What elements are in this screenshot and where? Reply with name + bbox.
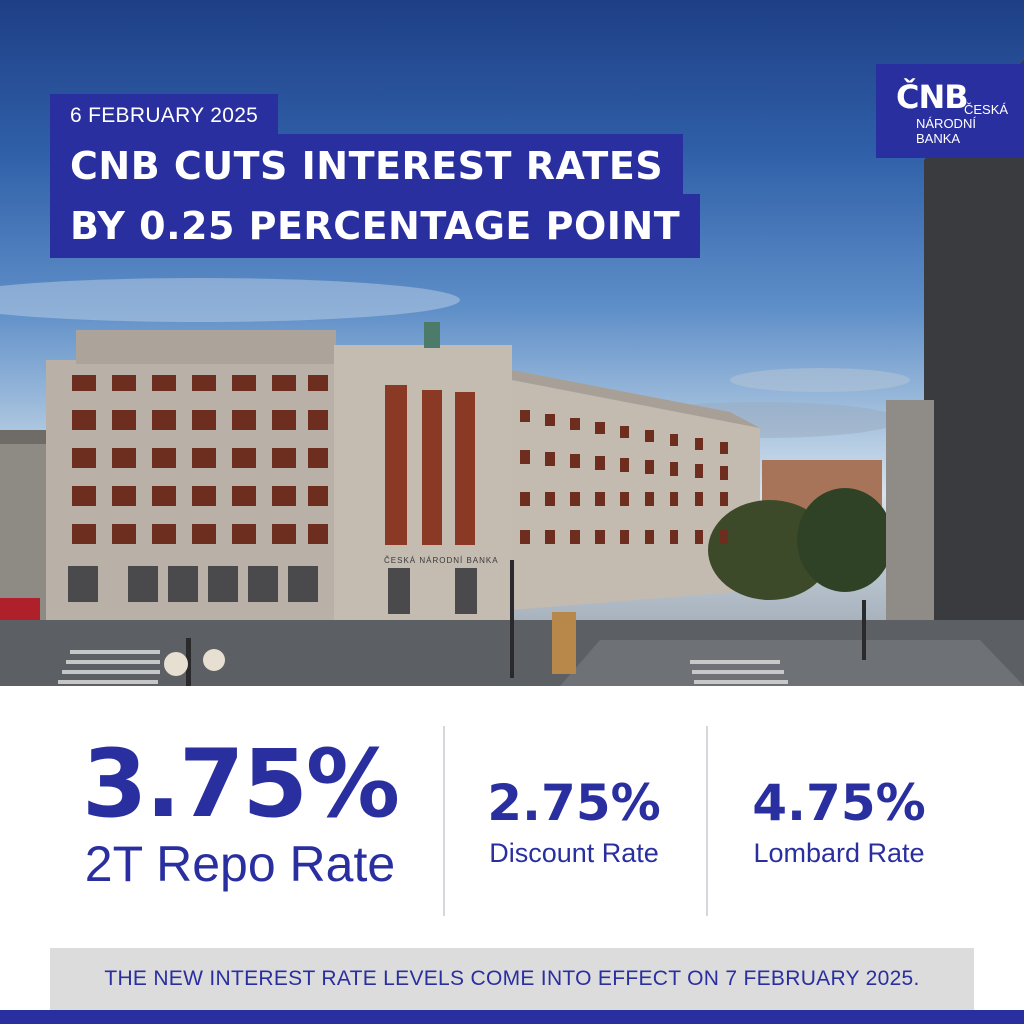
repo-rate-label: 2T Repo Rate [84,836,396,892]
logo-line-3: BANKA [916,131,961,146]
cnb-logo: ČNB ČESKÁ NÁRODNÍ BANKA [876,64,1024,158]
lombard-rate: 4.75% Lombard Rate [709,772,969,870]
repo-rate: 3.75% 2T Repo Rate [60,730,420,892]
date-label: 6 FEBRUARY 2025 [50,94,279,138]
headline-line-2: BY 0.25 PERCENTAGE POINT [50,194,701,258]
cnb-building-photo [0,60,1024,686]
bottom-bar [0,1010,1024,1024]
discount-rate-value: 2.75% [487,774,661,832]
lombard-rate-label: Lombard Rate [753,838,925,868]
logo-line-2: NÁRODNÍ [916,116,976,131]
discount-rate: 2.75% Discount Rate [444,772,704,870]
divider [706,726,708,916]
hero-photo: ČESKÁ NÁRODNÍ BANKA [0,0,1024,686]
divider [443,726,445,916]
repo-rate-value: 3.75% [81,730,400,839]
logo-mark: ČNB [896,78,969,116]
effective-date-notice: THE NEW INTEREST RATE LEVELS COME INTO E… [50,948,974,1010]
lombard-rate-value: 4.75% [752,774,926,832]
logo-line-1: ČESKÁ [964,102,1009,117]
building-sign: ČESKÁ NÁRODNÍ BANKA [384,556,499,565]
discount-rate-label: Discount Rate [489,838,659,868]
headline-line-1: CNB CUTS INTEREST RATES [50,134,684,198]
